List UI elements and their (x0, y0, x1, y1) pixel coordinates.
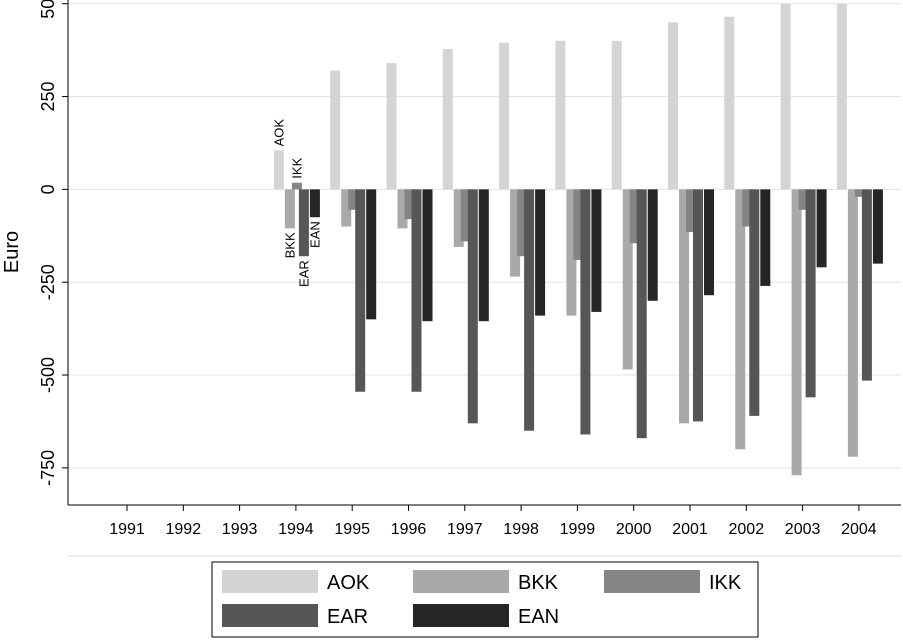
annotation-ean: EAN (307, 221, 322, 248)
bar-ikk (573, 189, 584, 260)
y-tick-label: 0 (38, 184, 58, 194)
bar-ear (467, 189, 478, 424)
bar-ear (411, 189, 422, 392)
bar-ear (580, 189, 591, 435)
legend-label-bkk: BKK (518, 572, 559, 594)
annotation-aok: AOK (271, 119, 286, 147)
y-axis-ticks: 500 250 0 -250 -500 -750 (38, 0, 68, 486)
bar-ean (309, 189, 320, 218)
y-tick-label: -250 (38, 264, 58, 300)
x-tick-label: 1999 (560, 521, 596, 538)
bar-ean (366, 189, 377, 320)
y-tick-label: 500 (38, 0, 58, 19)
bar-ean (760, 189, 771, 286)
legend-label-aok: AOK (327, 572, 370, 594)
annotation-bkk: BKK (282, 232, 297, 258)
y-axis-title: Euro (1, 231, 23, 273)
bar-aok (386, 63, 397, 190)
bar-ikk (517, 189, 528, 257)
legend-swatch-ean (413, 604, 509, 627)
legend-swatch-bkk (413, 570, 509, 593)
x-tick-label: 1995 (334, 521, 370, 538)
bar-ikk (854, 189, 865, 197)
y-tick-label: -500 (38, 357, 58, 393)
x-tick-label: 1993 (222, 521, 258, 538)
bar-aok (780, 3, 791, 190)
x-tick-label: 2004 (841, 521, 877, 538)
bar-ikk (742, 189, 753, 227)
bar-ear (749, 189, 760, 416)
bar-ear (355, 189, 366, 392)
bar-bkk (341, 189, 352, 227)
bar-ear (524, 189, 535, 431)
x-tick-label: 1992 (166, 521, 202, 538)
bar-aok (724, 16, 735, 190)
x-tick-label: 1997 (447, 521, 483, 538)
x-tick-label: 2002 (729, 521, 765, 538)
legend-swatch-ear (222, 604, 318, 627)
bar-ear (693, 189, 703, 422)
bar-aok (273, 150, 284, 190)
bar-bkk (622, 189, 633, 370)
bar-bkk (791, 189, 802, 476)
bar-ean (591, 189, 602, 312)
bar-ean (478, 189, 489, 322)
bar-bkk (397, 189, 408, 229)
bar-ikk (460, 189, 471, 242)
bar-annotations: AOK BKK IKK EAR EAN (271, 119, 322, 287)
legend-label-ikk: IKK (709, 572, 742, 594)
bar-bkk (453, 189, 464, 247)
bar-ear (636, 189, 647, 439)
x-tick-label: 1991 (109, 521, 145, 538)
bar-ear (861, 189, 872, 381)
bar-bkk (566, 189, 577, 316)
legend-label-ean: EAN (518, 606, 559, 628)
legend-swatch-ikk (604, 570, 700, 593)
bar-ikk (348, 189, 359, 210)
annotation-ikk: IKK (289, 157, 304, 178)
x-tick-label: 2001 (672, 521, 708, 538)
legend-swatch-aok (222, 570, 318, 593)
x-axis-ticks: 1991 1992 1993 1994 1995 1996 1997 1998 1999 2000… (109, 505, 877, 538)
legend: AOK BKK IKK EAR EAN (222, 570, 742, 628)
y-tick-label: 250 (38, 82, 58, 112)
bar-bkk (847, 189, 858, 457)
bar-aok (611, 40, 622, 190)
bar-ear (298, 189, 309, 257)
bar-aok (330, 70, 341, 190)
bar-bkk (679, 189, 689, 424)
bar-ikk (798, 189, 809, 210)
bar-bkk (284, 189, 295, 229)
y-tick-label: -750 (38, 450, 58, 486)
x-tick-label: 1998 (503, 521, 539, 538)
bar-ikk (291, 182, 302, 190)
legend-label-ear: EAR (327, 606, 368, 628)
bar-aok (555, 40, 566, 190)
x-tick-label: 1994 (278, 521, 314, 538)
x-tick-label: 2000 (616, 521, 652, 538)
bar-ean (535, 189, 546, 316)
bars (273, 3, 883, 476)
bar-aok (668, 22, 678, 190)
bar-ikk (629, 189, 640, 244)
bar-bkk (735, 189, 746, 450)
bar-aok (499, 42, 510, 190)
annotation-ear: EAR (296, 260, 311, 287)
bar-ean (422, 189, 433, 322)
bar-ean (816, 189, 827, 268)
bar-ean (647, 189, 658, 301)
bar-ean (704, 189, 714, 296)
x-tick-label: 1996 (391, 521, 427, 538)
bar-ear (805, 189, 816, 398)
bar-aok (442, 49, 453, 190)
bar-ean (872, 189, 883, 264)
bar-bkk (510, 189, 521, 277)
x-tick-label: 2003 (785, 521, 821, 538)
bar-ikk (686, 189, 696, 233)
bar-ikk (404, 189, 415, 220)
bar-aok (836, 3, 847, 190)
